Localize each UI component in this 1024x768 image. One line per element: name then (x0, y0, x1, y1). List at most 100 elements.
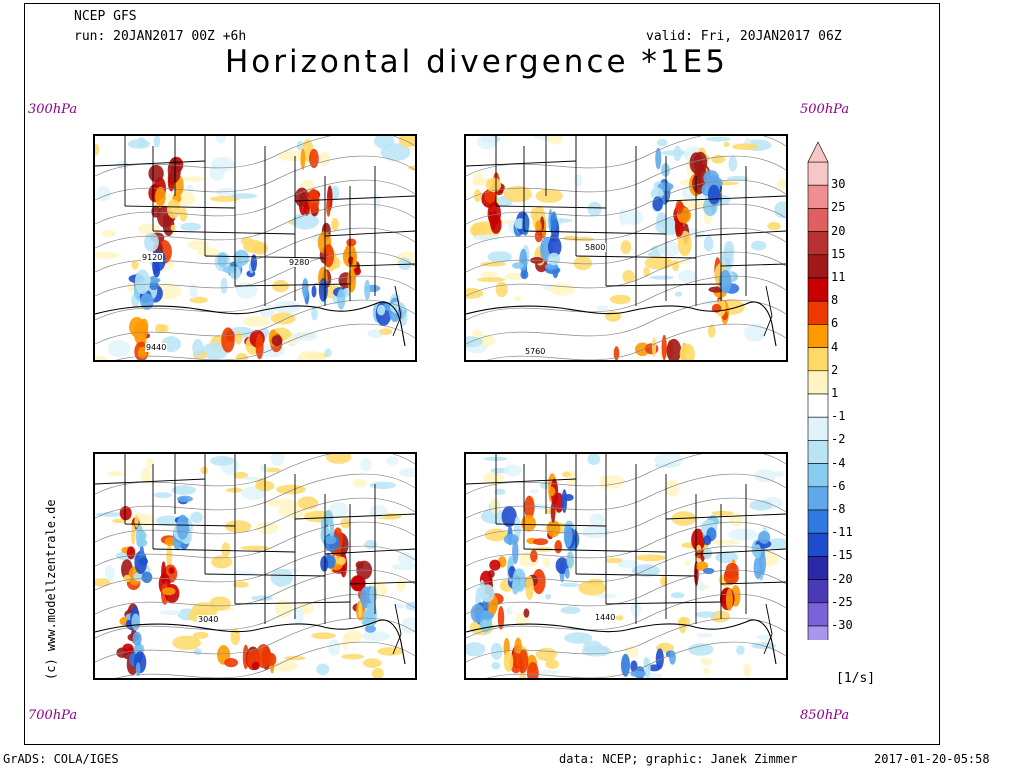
field-cell (395, 603, 405, 609)
contour-line (466, 521, 786, 567)
field-cell (512, 262, 524, 269)
field-cell (96, 186, 111, 202)
field-cell (399, 468, 415, 478)
border-line (665, 195, 786, 202)
field-cell (193, 648, 202, 656)
field-cell (657, 182, 674, 191)
field-cell (176, 514, 189, 540)
field-cell (105, 565, 115, 581)
field-cell (521, 215, 530, 236)
field-cell (560, 606, 581, 614)
field-cell (514, 516, 521, 541)
field-cell (95, 143, 100, 156)
field-cell (211, 555, 233, 569)
field-cell (535, 647, 557, 662)
field-cell (564, 568, 570, 579)
field-cell (131, 524, 136, 545)
map-panel-500hpa: 5800 5760 (464, 134, 788, 362)
field-cell (512, 539, 519, 565)
field-cell (271, 335, 283, 347)
field-cell (621, 653, 630, 677)
field-cell (613, 346, 620, 360)
field-cell (519, 672, 527, 678)
border-line (695, 548, 786, 555)
border-line (665, 513, 786, 520)
field-cell (753, 556, 763, 580)
field-cell (524, 495, 535, 519)
field-cell (107, 471, 124, 477)
field-cell (670, 592, 685, 599)
colorbar-tick-label: -6 (831, 478, 846, 493)
field-cell (95, 355, 108, 360)
field-cell (505, 607, 513, 616)
colorbar-swatch (807, 300, 829, 325)
field-cell (291, 212, 319, 230)
field-cell (480, 271, 498, 277)
field-cell (160, 610, 182, 616)
field-cell (728, 528, 758, 541)
field-cell (138, 557, 148, 566)
field-cell (479, 584, 495, 603)
colorbar-tick-label: 4 (831, 339, 839, 354)
border-line (695, 230, 786, 237)
colorbar (807, 141, 829, 640)
map-panel-850hpa: 1440 (464, 452, 788, 680)
field-cell (210, 456, 234, 466)
field-cell (132, 631, 142, 646)
colorbar-tick-label: 6 (831, 316, 839, 331)
state-borders (466, 454, 786, 665)
florida-outline (392, 603, 402, 655)
border-line (294, 513, 415, 520)
field-cell (153, 136, 161, 148)
contour-label: 5760 (524, 347, 547, 356)
field-cell (669, 650, 676, 665)
field-cell (723, 240, 735, 260)
colorbar-tick-label: 11 (831, 270, 846, 284)
field-cell (391, 563, 415, 571)
border-line (234, 601, 351, 605)
contour-label: 9440 (145, 343, 168, 352)
field-cell (154, 323, 166, 334)
geopotential-contours (466, 136, 786, 360)
border-line (349, 581, 415, 585)
field-cell (561, 489, 568, 513)
field-cell (243, 476, 260, 481)
field-cell (776, 178, 786, 190)
colorbar-tick-label: -25 (831, 594, 853, 609)
field-cell (371, 667, 384, 678)
field-cell (707, 324, 716, 338)
field-cell (331, 217, 339, 231)
field-cell (548, 486, 556, 497)
field-cell (526, 661, 539, 678)
field-cell (231, 193, 257, 199)
field-cell (274, 599, 293, 618)
field-cell (599, 475, 610, 490)
field-cell (172, 635, 201, 650)
field-cell (233, 471, 249, 479)
field-cell (503, 185, 532, 203)
field-cell (679, 343, 695, 360)
field-cell (197, 247, 220, 257)
field-cell (153, 492, 172, 499)
field-cell (482, 471, 505, 486)
field-cell (494, 488, 506, 495)
border-line (152, 230, 296, 235)
divergence-blobs (466, 454, 786, 678)
contour-line (95, 251, 415, 297)
field-cell (530, 549, 538, 563)
field-cell (547, 236, 562, 258)
field-cell (144, 232, 159, 252)
field-cell (480, 261, 507, 267)
field-cell (251, 595, 273, 601)
field-cell (660, 575, 668, 587)
field-cell (107, 340, 131, 358)
field-cell (326, 197, 331, 217)
field-cell (728, 155, 738, 172)
field-cell (297, 496, 319, 510)
field-cell (155, 186, 166, 207)
border-line (95, 478, 206, 485)
border-line (124, 523, 236, 527)
field-cell (466, 642, 486, 657)
contour-line (466, 203, 786, 249)
field-cell (719, 269, 732, 294)
